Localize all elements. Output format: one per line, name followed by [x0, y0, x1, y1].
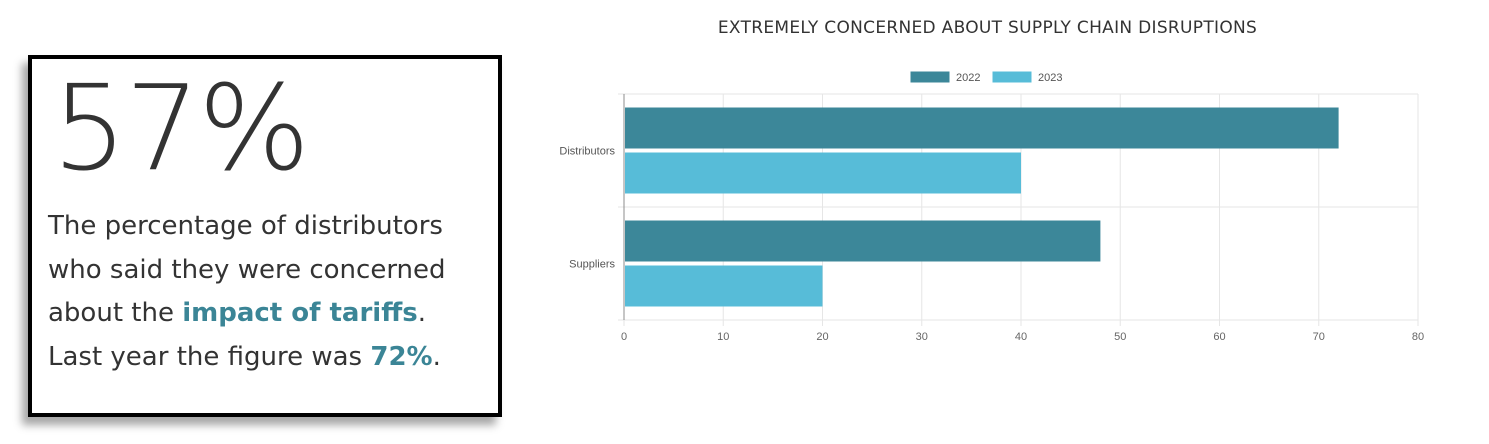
x-tick-label: 80: [1412, 331, 1424, 343]
y-category-label: Suppliers: [569, 259, 615, 271]
bar-distributors-2023: [625, 152, 1021, 194]
stat-highlight-tariffs: impact of tariffs: [182, 298, 418, 328]
x-tick-label: 30: [916, 331, 928, 343]
legend-label: 2023: [1038, 72, 1062, 84]
y-category-label: Distributors: [559, 146, 615, 158]
stat-highlight-last-year: 72%: [370, 341, 433, 372]
x-axis: 0 10 20 30 40 50 60 70 80: [621, 331, 1424, 343]
chart-title: EXTREMELY CONCERNED ABOUT SUPPLY CHAIN D…: [717, 18, 1258, 38]
stat-description: The percentage of distributors who said …: [48, 205, 488, 379]
y-axis: Distributors Suppliers: [559, 94, 625, 320]
x-tick-label: 20: [816, 331, 828, 343]
x-tick-label: 60: [1213, 331, 1225, 343]
stat-card: 57% The percentage of distributors who s…: [28, 55, 502, 417]
bar-distributors-2022: [625, 107, 1339, 149]
stat-text-2: . Last year the figure was: [48, 298, 427, 372]
x-tick-label: 10: [717, 331, 729, 343]
x-tick-label: 40: [1015, 331, 1027, 343]
chart-legend: 2022 2023: [909, 70, 1062, 84]
x-tick-label: 50: [1114, 331, 1126, 343]
chart-bars: [625, 107, 1339, 307]
big-stat: 57%: [52, 59, 310, 197]
legend-label: 2022: [956, 72, 980, 84]
bar-suppliers-2023: [625, 265, 823, 307]
legend-swatch-2022: [909, 70, 951, 84]
bar-suppliers-2022: [625, 220, 1101, 262]
x-tick-label: 0: [621, 331, 627, 343]
legend-swatch-2023: [991, 70, 1033, 84]
stat-text-3: .: [432, 341, 441, 372]
stat-text-1: The percentage of distributors who said …: [48, 211, 446, 328]
x-tick-label: 70: [1313, 331, 1325, 343]
